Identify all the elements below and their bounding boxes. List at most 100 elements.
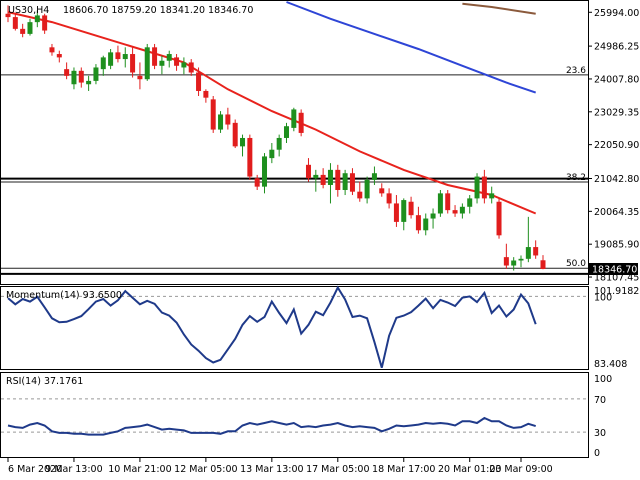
chart-title: US30,H4: [8, 5, 49, 16]
candle-body: [78, 70, 84, 83]
candle-body: [357, 191, 363, 199]
y-tick-label: 19085.90: [594, 240, 639, 251]
candle-body: [56, 54, 62, 58]
candle-body: [518, 258, 524, 261]
candle-body: [489, 193, 495, 199]
y-tick-label: 18107.45: [594, 273, 639, 284]
candle-body: [445, 193, 451, 211]
x-tick-label: 13 Mar 13:00: [240, 464, 303, 475]
x-tick-label: 12 Mar 05:00: [174, 464, 237, 475]
candle-body: [203, 90, 209, 98]
x-tick-label: 6 Mar 2020: [8, 464, 62, 475]
candle-body: [218, 114, 224, 130]
moving-average-line: [7, 11, 537, 215]
main-panel-frame: [0, 0, 589, 285]
candle-body: [335, 169, 341, 190]
candle-body: [166, 54, 172, 61]
candle-body: [452, 210, 458, 214]
candle-body: [225, 114, 231, 125]
candle-body: [42, 15, 48, 31]
x-tick-label: 20 Mar 01:00: [438, 464, 501, 475]
candle-body: [423, 218, 429, 231]
candle-body: [291, 109, 297, 128]
candle-body: [240, 137, 246, 147]
candle-body: [86, 80, 92, 85]
rsi-title: RSI(14) 37.1761: [6, 376, 83, 387]
current-price-label: 18346.70: [592, 265, 637, 276]
candle-body: [511, 260, 517, 266]
rsi-tick-label: 70: [594, 395, 606, 406]
x-tick-label: 17 Mar 05:00: [306, 464, 369, 475]
candle-body: [276, 137, 282, 150]
momentum-tick-100: 100: [594, 292, 612, 303]
candle-body: [196, 72, 202, 91]
candle-body: [298, 112, 304, 133]
candle-body: [342, 173, 348, 190]
candle-body: [481, 176, 487, 199]
momentum-line: [7, 285, 537, 368]
candle-body: [108, 52, 114, 66]
candle-body: [5, 13, 11, 18]
candle-body: [386, 193, 392, 204]
candle-body: [137, 75, 143, 80]
candle-body: [269, 149, 275, 159]
momentum-tick-top: 101.9182: [594, 286, 639, 297]
fib-level-label: 23.6: [566, 66, 586, 76]
candle-body: [533, 247, 539, 256]
candle-body: [437, 193, 443, 214]
momentum-tick-bottom: 83.408: [594, 359, 627, 370]
candle-body: [159, 60, 165, 66]
y-tick-label: 24986.25: [594, 42, 639, 53]
candle-body: [247, 137, 253, 177]
candle-body: [115, 52, 121, 60]
candle-body: [371, 173, 377, 180]
candle-body: [100, 57, 106, 70]
candle-body: [64, 69, 70, 76]
x-tick-label: 23 Mar 09:00: [489, 464, 552, 475]
rsi-panel-frame: [0, 372, 589, 458]
candle-body: [503, 257, 509, 266]
fib-level-label: 50.0: [566, 259, 586, 269]
moving-average-line: [462, 2, 536, 15]
candle-body: [130, 54, 136, 73]
candle-body: [93, 67, 99, 81]
candle-body: [467, 198, 473, 207]
x-tick-label: 9 Mar 13:00: [45, 464, 102, 475]
candle-body: [327, 169, 333, 185]
candle-body: [379, 188, 385, 194]
rsi-tick-label: 30: [594, 428, 606, 439]
candle-body: [262, 156, 268, 187]
candle-body: [188, 62, 194, 73]
candle-body: [12, 17, 18, 29]
candle-body: [401, 200, 407, 222]
candle-body: [283, 126, 289, 138]
candle-body: [364, 179, 370, 199]
candle-body: [305, 164, 311, 179]
candle-body: [474, 176, 480, 199]
y-tick-label: 23029.35: [594, 107, 639, 118]
moving-average-line: [286, 1, 537, 94]
candle-body: [210, 99, 216, 130]
rsi-tick-label: 100: [594, 374, 612, 385]
candle-body: [408, 201, 414, 216]
candle-body: [20, 28, 26, 34]
y-tick-label: 22050.90: [594, 140, 639, 151]
candle-body: [540, 260, 546, 270]
candle-body: [349, 173, 355, 192]
candle-body: [525, 247, 531, 259]
y-tick-label: 20064.35: [594, 207, 639, 218]
candle-body: [71, 70, 77, 85]
candle-body: [320, 174, 326, 185]
candle-body: [174, 57, 180, 66]
candle-body: [122, 54, 128, 60]
y-tick-label: 25994.00: [594, 8, 639, 19]
momentum-title: Momentum(14) 93.6500: [6, 290, 122, 301]
x-tick-label: 10 Mar 21:00: [108, 464, 171, 475]
candle-body: [49, 47, 55, 53]
candle-body: [181, 62, 187, 68]
candle-body: [415, 215, 421, 231]
momentum-panel-frame: [0, 286, 589, 370]
x-tick-label: 18 Mar 17:00: [372, 464, 435, 475]
candle-body: [27, 22, 33, 34]
